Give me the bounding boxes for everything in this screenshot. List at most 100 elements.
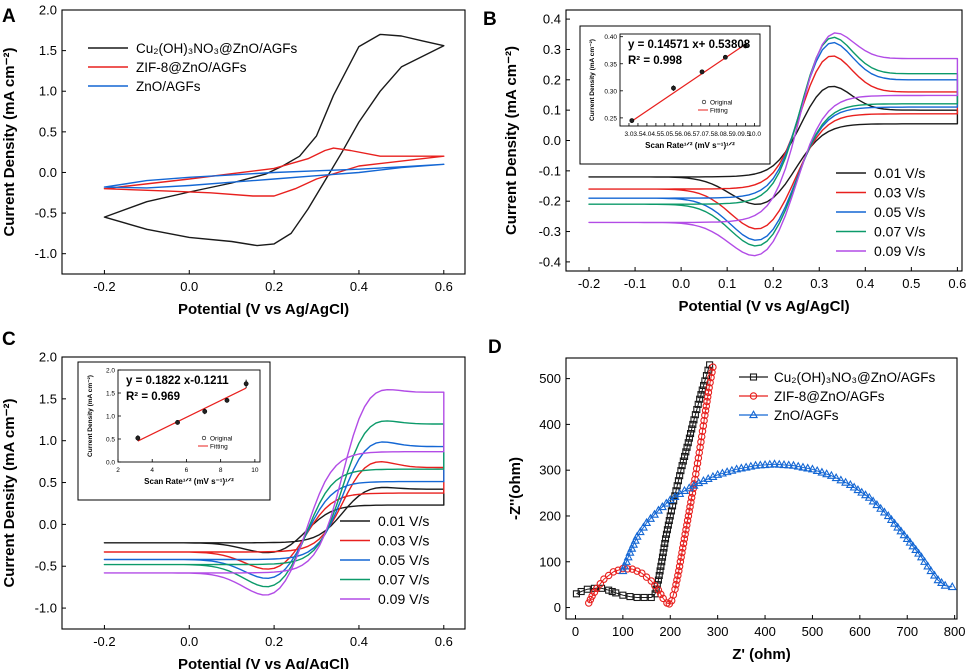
panel-c: -0.2 0.0 0.2 0.4 0.6 -1.0 -0.5 0.0 0.5 1.0 1.5 2.0 P… <box>1 329 466 669</box>
inset-y-label: Current Density (mA cm⁻²) <box>589 39 596 121</box>
x-tick-label: 0.4 <box>350 279 368 294</box>
eis-point-red <box>633 567 641 575</box>
eis-point-blue <box>902 533 912 543</box>
eis-point-black <box>684 439 692 447</box>
eis-point-black <box>657 562 665 570</box>
eis-point-blue <box>836 475 846 484</box>
inset-equation: y = 0.14571 x+ 0.53808 <box>628 39 751 51</box>
x-tick-label: 0.0 <box>180 634 198 649</box>
y-tick-label: 0.0 <box>543 133 561 148</box>
eis-point-red <box>673 576 681 584</box>
eis-point-black <box>691 411 699 419</box>
plot-frame <box>61 356 466 630</box>
eis-point-blue <box>627 543 637 552</box>
inset-x-tick-label: 2 <box>116 467 120 474</box>
eis-point-black <box>689 420 697 428</box>
x-tick-label: 100 <box>612 624 634 639</box>
eis-point-blue <box>765 459 775 468</box>
y-tick-label: -0.4 <box>539 254 561 269</box>
eis-point-black <box>612 589 620 597</box>
legend-marker-red <box>749 392 758 400</box>
eis-point-blue <box>914 548 924 557</box>
eis-point-red <box>699 422 708 430</box>
eis-point-red <box>682 525 690 534</box>
eis-point-black <box>677 467 685 475</box>
eis-point-blue <box>635 527 645 536</box>
eis-point-red <box>703 397 711 406</box>
eis-point-blue <box>751 460 761 469</box>
inset-data-point <box>743 43 748 49</box>
eis-point-black <box>674 477 682 485</box>
inset-x-tick-label: 3.5 <box>633 131 642 138</box>
eis-point-blue <box>864 492 874 501</box>
panel-label: D <box>488 337 502 358</box>
panel-label: A <box>2 6 16 27</box>
eis-point-blue <box>803 463 813 472</box>
y-tick-label: -0.3 <box>539 224 561 239</box>
x-tick-label: 200 <box>659 624 681 639</box>
legend-entry-zno: ZnO/AGFs <box>136 79 201 94</box>
x-tick-label: 0.2 <box>764 276 782 291</box>
inset-data-point <box>722 54 728 60</box>
eis-point-red <box>705 384 713 392</box>
eis-point-blue <box>872 500 882 509</box>
inset-x-tick-label: 4.0 <box>642 131 651 138</box>
x-tick-label: 300 <box>707 624 729 639</box>
y-tick-label: 0.4 <box>543 12 561 27</box>
eis-point-red <box>695 448 704 457</box>
cv-curve-violet <box>103 389 445 596</box>
eis-point-red <box>698 427 707 436</box>
eis-point-blue <box>774 459 784 468</box>
inset-y-tick-label: 0.25 <box>604 115 617 122</box>
inset-x-tick-label: 10 <box>251 467 259 474</box>
eis-point-red <box>680 535 689 543</box>
eis-point-red <box>600 575 608 583</box>
x-tick-label: -0.2 <box>578 276 600 291</box>
eis-point-red <box>697 432 706 441</box>
legend-entry-zif8: ZIF-8@ZnO/AGFs <box>136 60 247 75</box>
inset-data-point <box>629 118 635 123</box>
legend-entry: ZIF-8@ZnO/AGFs <box>774 389 885 404</box>
eis-point-blue <box>886 514 896 523</box>
eis-point-black <box>683 443 691 451</box>
y-axis-label: Current Density (mA cm⁻²) <box>503 46 520 235</box>
eis-point-black <box>682 448 690 456</box>
eis-point-red <box>676 558 685 566</box>
eis-point-blue <box>929 570 940 579</box>
x-axis-label: Potential (V vs Ag/AgCl) <box>178 656 349 669</box>
eis-point-blue <box>893 522 903 531</box>
eis-point-blue <box>890 518 900 527</box>
eis-point-black <box>660 544 668 552</box>
eis-point-blue <box>905 537 915 546</box>
inset-y-tick-label: 1.5 <box>106 391 115 398</box>
legend-entry: 0.07 V/s <box>378 572 429 588</box>
eis-point-blue <box>632 531 642 540</box>
y-tick-label: -1.0 <box>35 601 57 616</box>
eis-point-red <box>686 503 694 511</box>
inset-frame <box>619 33 761 127</box>
eis-point-red <box>687 493 696 502</box>
legend-entry: 0.03 V/s <box>874 185 925 201</box>
inset-x-tick-label: 9.0 <box>732 131 741 138</box>
eis-point-blue <box>784 460 794 469</box>
eis-point-black <box>654 576 662 584</box>
eis-point-red <box>694 454 703 462</box>
eis-point-blue <box>620 561 630 570</box>
eis-point-red <box>707 373 715 382</box>
inset-y-tick-label: 0.30 <box>604 88 617 95</box>
x-tick-label: 0.4 <box>856 276 874 291</box>
eis-point-black <box>659 549 667 557</box>
eis-point-black <box>698 386 706 394</box>
eis-point-black <box>656 567 664 575</box>
legend-entry: 0.09 V/s <box>874 243 925 259</box>
eis-point-blue <box>916 552 926 561</box>
y-tick-label: 0.0 <box>39 517 57 532</box>
eis-point-blue <box>926 565 936 575</box>
inset-x-tick-label: 8.5 <box>723 131 732 138</box>
x-tick-label: 0 <box>572 624 579 639</box>
x-tick-label: 0.6 <box>948 276 966 291</box>
legend-entry-cu: Cu₂(OH)₃NO₃@ZnO/AGFs <box>136 41 297 56</box>
eis-point-red <box>628 565 637 573</box>
eis-point-red <box>709 363 717 371</box>
eis-point-black <box>626 593 634 601</box>
